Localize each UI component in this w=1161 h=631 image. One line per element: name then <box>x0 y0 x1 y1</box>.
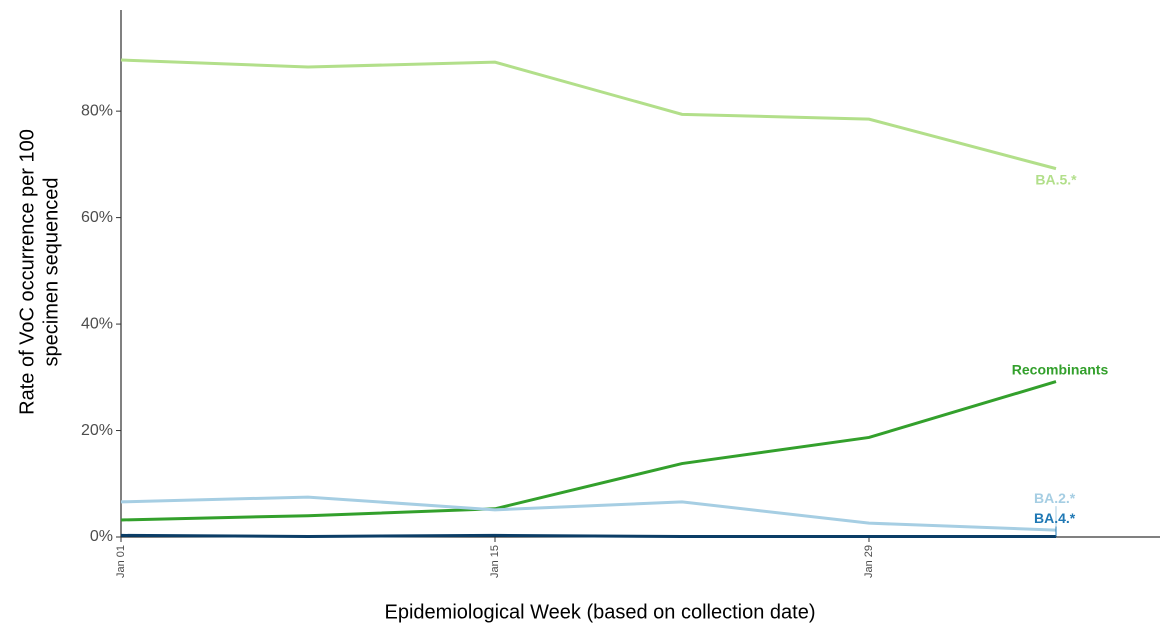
y-tick-label: 20% <box>81 422 113 439</box>
x-tick-label: Jan 29 <box>863 545 875 578</box>
x-tick-label: Jan 01 <box>115 545 127 578</box>
series-label: BA.2.* <box>1034 490 1076 506</box>
y-axis-title-line: Rate of VoC occurrence per 100 <box>16 129 38 415</box>
y-axis-title-line: specimen sequenced <box>40 177 62 366</box>
y-tick-label: 0% <box>90 528 113 545</box>
series-line <box>120 495 1057 532</box>
y-tick-label: 80% <box>81 102 113 119</box>
series-label: BA.5.* <box>1035 171 1077 187</box>
series-label: Recombinants <box>1012 361 1109 377</box>
x-axis-title: Epidemiological Week (based on collectio… <box>385 601 816 623</box>
y-tick-label: 40% <box>81 315 113 332</box>
series-line <box>120 380 1057 522</box>
series-line <box>120 58 1057 171</box>
series-line <box>120 533 1056 538</box>
y-tick-label: 60% <box>81 209 113 226</box>
y-axis-title: Rate of VoC occurrence per 100 specimen … <box>16 129 62 415</box>
x-tick-label: Jan 15 <box>489 545 501 578</box>
series-label: BA.4.* <box>1034 510 1076 526</box>
